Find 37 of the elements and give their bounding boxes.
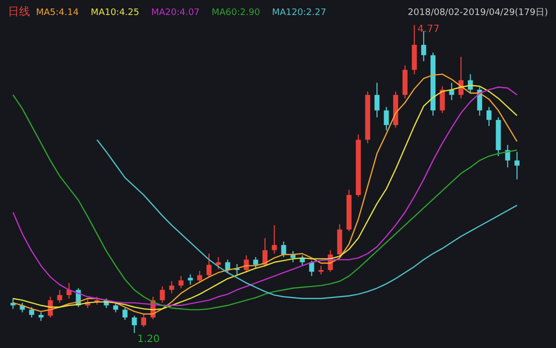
candlestick [132,315,137,334]
candlestick [122,307,128,321]
candlestick [169,280,174,294]
candlestick [300,254,305,266]
candlestick [113,302,118,313]
text: 1.20 [137,334,160,345]
text: MA10:4.25 [90,8,140,18]
candlestick [206,253,212,278]
annotation: 4.77 [417,24,440,35]
candlestick [440,86,445,114]
candlestick [188,274,193,286]
candlestick [197,270,202,284]
text: 2018/08/02-2019/04/29(179日) [408,8,548,18]
text: 日线 [8,5,30,18]
candlestick [57,289,62,304]
candlestick [477,86,482,116]
candlestick [421,30,426,62]
text: MA20:4.07 [151,8,200,18]
candlestick [178,276,184,289]
candlestick [160,286,165,304]
candlestick [374,82,380,118]
candlestick [216,256,221,270]
candlestick [281,241,286,258]
candlestick [486,106,492,126]
candlestick [384,106,389,131]
candlestick [253,256,258,269]
candlestick [141,314,146,328]
candlestick [225,259,230,274]
candlestick [449,82,454,101]
text: MA120:2.27 [272,8,326,18]
candlestick [272,224,277,254]
text: MA60:2.90 [212,8,260,18]
candlestick [514,151,520,180]
text: MA5:4.14 [36,8,79,18]
candlestick [262,238,268,268]
candlestick [29,306,34,318]
candlestick [505,144,510,168]
